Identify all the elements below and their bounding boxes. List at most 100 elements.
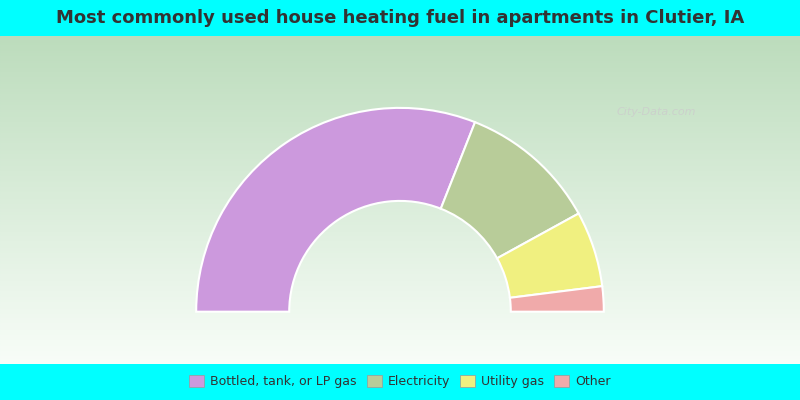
Bar [0,318,800,320]
Bar [0,333,800,334]
Bar [0,149,800,151]
Bar [0,166,800,167]
Bar [0,326,800,328]
Bar [0,124,800,126]
Bar [0,331,800,333]
Bar [0,297,800,298]
Bar [0,51,800,52]
Bar [0,180,800,182]
Bar [0,298,800,300]
Bar [0,208,800,210]
Bar [0,90,800,92]
Bar [0,88,800,90]
Bar [0,351,800,352]
Wedge shape [196,108,475,312]
Bar [0,172,800,174]
Bar [0,361,800,362]
Bar [0,46,800,48]
Bar [0,239,800,241]
Bar [0,87,800,88]
Bar [0,136,800,138]
Wedge shape [497,214,602,298]
Bar [0,74,800,75]
Bar [0,300,800,302]
Bar [0,315,800,316]
Bar [0,234,800,236]
Bar [0,221,800,223]
Bar [0,264,800,266]
Bar [0,52,800,54]
Bar [0,64,800,66]
Bar [0,330,800,331]
Bar [0,254,800,256]
Bar [0,192,800,194]
Bar [0,116,800,118]
Bar [0,262,800,264]
Bar [0,170,800,172]
Bar [0,148,800,149]
Bar [0,343,800,344]
Bar [0,362,800,364]
Bar [0,213,800,215]
Bar [0,41,800,42]
Bar [0,142,800,144]
Bar [0,188,800,190]
Bar [0,288,800,290]
Bar [0,59,800,60]
Bar [0,177,800,179]
Bar [0,169,800,170]
Bar [0,282,800,284]
Bar [0,267,800,269]
Bar [0,220,800,221]
Bar [0,112,800,113]
Bar [0,97,800,98]
Bar [0,249,800,251]
Bar [0,152,800,154]
Bar [0,256,800,258]
Bar [0,320,800,321]
Bar [0,118,800,120]
Bar [0,144,800,146]
Bar [0,39,800,41]
Bar [0,48,800,49]
Bar [0,100,800,102]
Bar [0,313,800,315]
Bar [0,336,800,338]
Bar [0,190,800,192]
Bar [0,123,800,124]
Bar [0,85,800,87]
Bar [0,321,800,323]
Bar [0,115,800,116]
Bar [0,84,800,85]
Bar [0,305,800,306]
Bar [0,154,800,156]
Bar [0,226,800,228]
Bar [0,346,800,348]
Bar [0,277,800,279]
Bar [0,157,800,159]
Bar [0,108,800,110]
Bar [0,67,800,69]
Bar [0,174,800,175]
Bar [0,356,800,358]
Bar [0,38,800,39]
Bar [0,141,800,143]
Bar [0,316,800,318]
Bar [0,261,800,262]
Bar [0,279,800,280]
Bar [0,352,800,354]
Bar [0,303,800,305]
Bar [0,79,800,80]
Bar [0,274,800,276]
Bar [0,323,800,325]
Bar [0,62,800,64]
Bar [0,358,800,359]
Bar [0,215,800,216]
Bar [0,223,800,225]
Bar [0,216,800,218]
Bar [0,80,800,82]
Bar [0,75,800,77]
Bar [0,212,800,213]
Legend: Bottled, tank, or LP gas, Electricity, Utility gas, Other: Bottled, tank, or LP gas, Electricity, U… [184,370,616,393]
Wedge shape [510,286,604,312]
